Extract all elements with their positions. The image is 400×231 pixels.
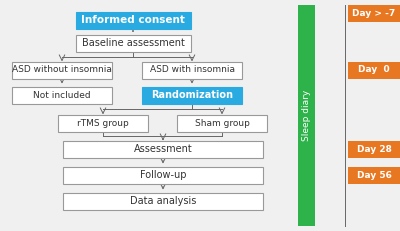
Text: Day > -7: Day > -7 xyxy=(352,9,396,18)
FancyBboxPatch shape xyxy=(298,5,315,226)
FancyBboxPatch shape xyxy=(348,4,400,21)
FancyBboxPatch shape xyxy=(63,192,263,210)
FancyBboxPatch shape xyxy=(63,167,263,183)
Text: Data analysis: Data analysis xyxy=(130,196,196,206)
FancyBboxPatch shape xyxy=(12,86,112,103)
Text: ASD with insomnia: ASD with insomnia xyxy=(150,66,234,75)
FancyBboxPatch shape xyxy=(76,34,190,52)
FancyBboxPatch shape xyxy=(177,115,267,131)
Text: Sleep diary: Sleep diary xyxy=(302,90,311,141)
FancyBboxPatch shape xyxy=(142,86,242,103)
Text: Sham group: Sham group xyxy=(194,119,250,128)
FancyBboxPatch shape xyxy=(348,167,400,183)
FancyBboxPatch shape xyxy=(12,61,112,79)
Text: Follow-up: Follow-up xyxy=(140,170,186,180)
Text: Day  0: Day 0 xyxy=(358,66,390,75)
Text: Informed consent: Informed consent xyxy=(81,15,185,25)
FancyBboxPatch shape xyxy=(142,61,242,79)
Text: Day 28: Day 28 xyxy=(356,145,392,154)
Text: Assessment: Assessment xyxy=(134,144,192,154)
FancyBboxPatch shape xyxy=(63,140,263,158)
FancyBboxPatch shape xyxy=(58,115,148,131)
Text: Day 56: Day 56 xyxy=(356,170,392,179)
FancyBboxPatch shape xyxy=(348,61,400,79)
Text: Randomization: Randomization xyxy=(151,90,233,100)
Text: rTMS group: rTMS group xyxy=(77,119,129,128)
Text: Not included: Not included xyxy=(33,91,91,100)
FancyBboxPatch shape xyxy=(76,12,190,28)
Text: Baseline assessment: Baseline assessment xyxy=(82,38,184,48)
FancyBboxPatch shape xyxy=(348,140,400,158)
Text: ASD without insomnia: ASD without insomnia xyxy=(12,66,112,75)
